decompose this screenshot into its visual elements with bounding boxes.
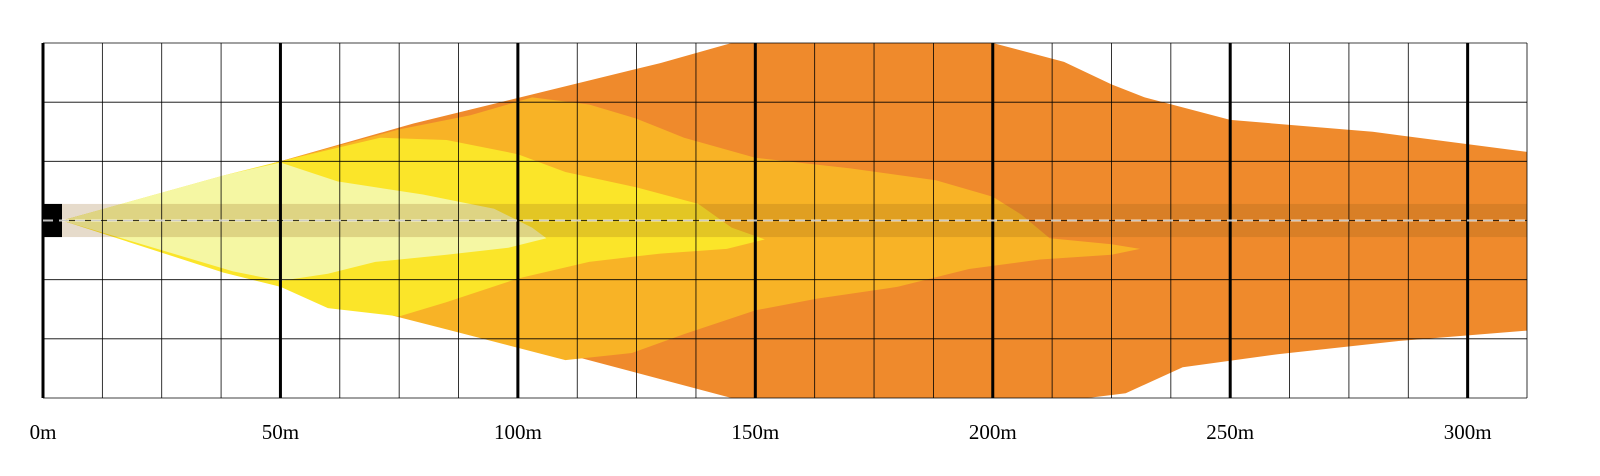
x-tick-label: 100m	[494, 420, 542, 444]
x-tick-label: 250m	[1206, 420, 1254, 444]
x-tick-label: 300m	[1444, 420, 1492, 444]
x-tick-labels: 0m 50m 100m 150m 200m 250m 300m	[30, 420, 1492, 444]
x-tick-label: 0m	[30, 420, 57, 444]
beam-zone-close	[62, 162, 547, 281]
x-tick-label: 150m	[731, 420, 779, 444]
x-tick-label: 50m	[262, 420, 299, 444]
x-tick-label: 200m	[969, 420, 1017, 444]
